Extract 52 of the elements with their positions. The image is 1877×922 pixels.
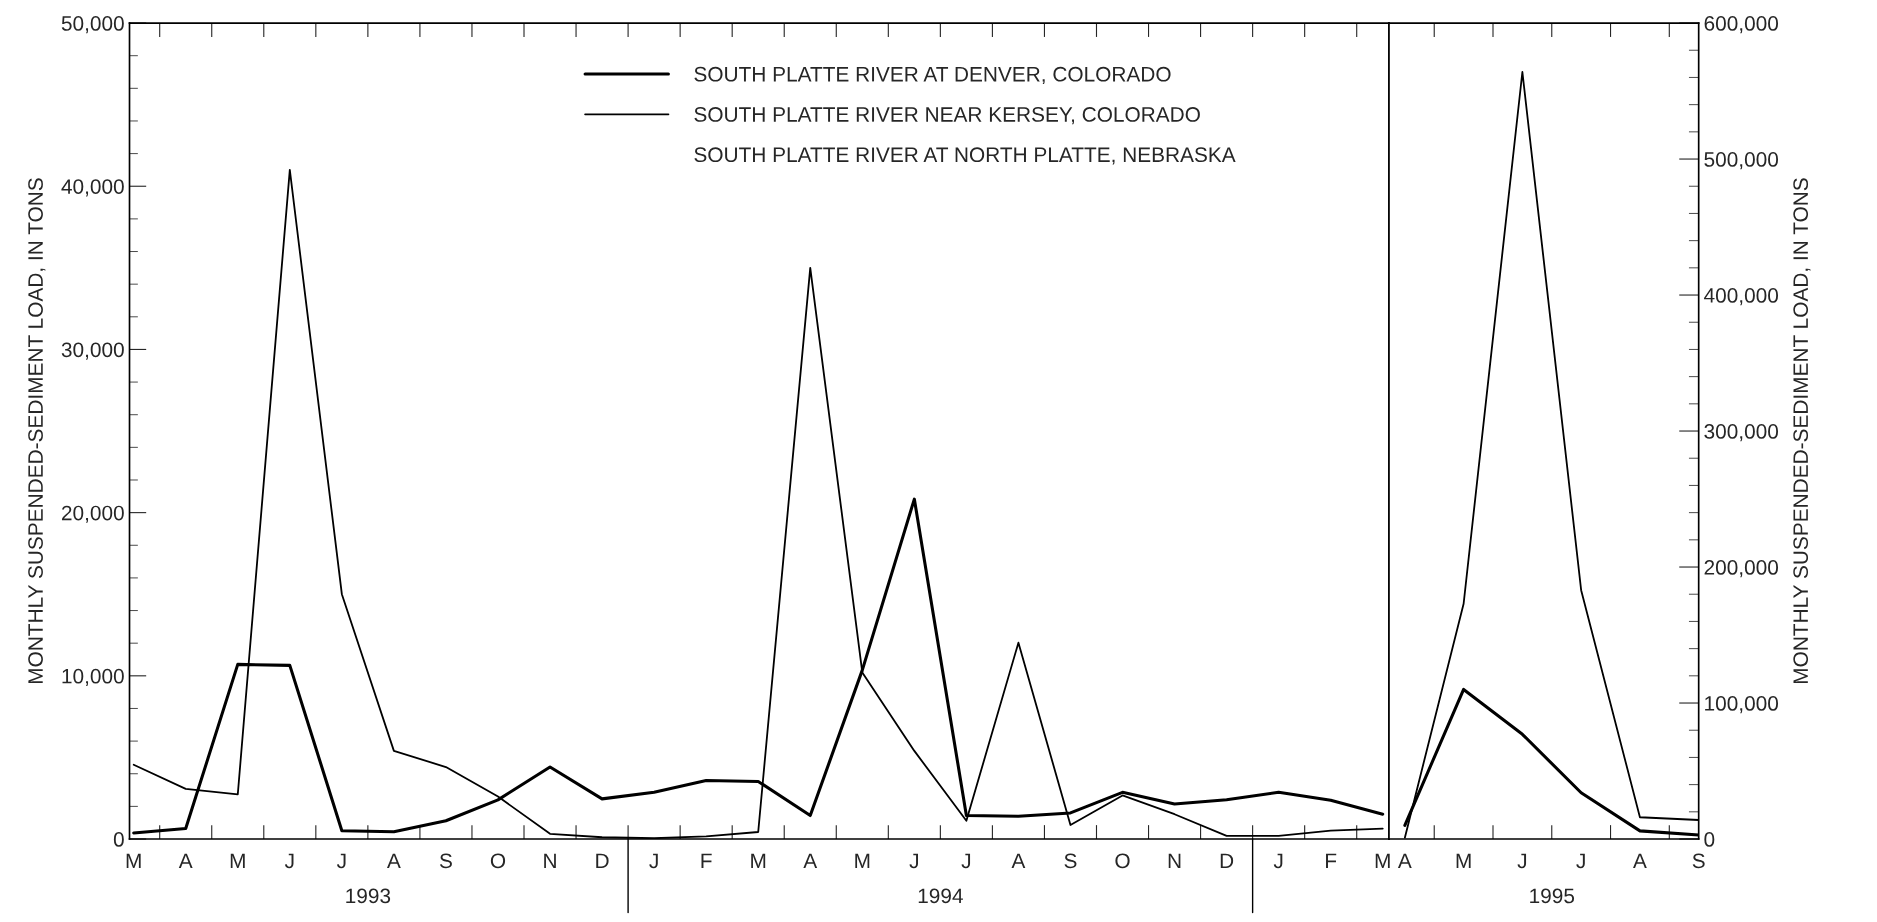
x-tick-label: N	[544, 853, 556, 869]
x-tick-label: J	[284, 853, 294, 869]
x-tick-label: J	[336, 853, 346, 869]
y2-tick-label: 400,000	[1704, 288, 1779, 306]
x-tick-label: D	[596, 853, 609, 869]
x-tick-label: F	[701, 853, 712, 869]
y-tick-label: 50,000	[61, 16, 124, 34]
y2-tick-label: 300,000	[1704, 424, 1779, 442]
y-tick-label: 30,000	[61, 342, 124, 360]
x-tick-label: M	[751, 853, 766, 869]
y2-tick-label: 200,000	[1704, 560, 1779, 578]
x-tick-label: S	[439, 853, 452, 869]
text: 1995	[1530, 888, 1575, 904]
x-tick-label: J	[961, 853, 971, 869]
y-tick-label: 0	[113, 832, 124, 847]
y2-tick-label: 500,000	[1704, 152, 1779, 170]
annotation: SOUTH PLATTE RIVER AT NORTH PLATTE, NEBRASKA	[694, 147, 1236, 165]
x-tick-label: D	[1220, 853, 1234, 869]
x-tick-label: A	[386, 853, 401, 869]
x-tick-label: F	[1326, 853, 1337, 869]
x-tick-label: J	[649, 853, 658, 869]
x-tick-label: O	[1115, 853, 1130, 869]
x-tick-label: A	[178, 853, 193, 869]
x-tick-label: J	[1517, 853, 1527, 869]
y-tick-label: 10,000	[62, 668, 124, 687]
y2-axis-title: MONTHLY SUSPENDED-SEDIMENT LOAD, IN TONS	[1793, 178, 1811, 684]
x-tick-label: J	[1273, 853, 1283, 869]
x-tick-label: M	[126, 853, 141, 869]
y-tick-label: 40,000	[61, 179, 124, 197]
x-tick-label: N	[1168, 853, 1181, 869]
text: 1993	[346, 888, 391, 904]
x-tick-label: A	[1397, 853, 1412, 869]
y2-tick-label: 100,000	[1705, 696, 1779, 714]
y-tick-label: 20,000	[61, 505, 124, 523]
x-tick-label: A	[803, 853, 818, 869]
text: 1994	[918, 888, 963, 904]
x-tick-label: O	[490, 853, 506, 869]
y2-tick-label: 0	[1704, 832, 1715, 847]
y2-tick-label: 600,000	[1704, 16, 1779, 34]
y-axis-title: MONTHLY SUSPENDED-SEDIMENT LOAD, IN TONS	[28, 178, 46, 684]
x-tick-label: A	[1633, 853, 1647, 869]
x-tick-label: J	[909, 853, 918, 869]
legend-label: SOUTH PLATTE RIVER AT DENVER, COLORADO	[694, 66, 1171, 85]
x-tick-label: M	[1456, 853, 1471, 869]
x-tick-label: J	[1576, 853, 1585, 869]
x-tick-label: S	[1692, 853, 1705, 869]
x-tick-label: A	[1011, 853, 1026, 869]
x-tick-label: M	[1375, 853, 1390, 869]
x-tick-label: M	[230, 853, 245, 869]
x-tick-label: S	[1064, 853, 1077, 869]
legend-label: SOUTH PLATTE RIVER NEAR KERSEY, COLORADO	[694, 107, 1200, 125]
x-tick-label: M	[855, 853, 870, 869]
